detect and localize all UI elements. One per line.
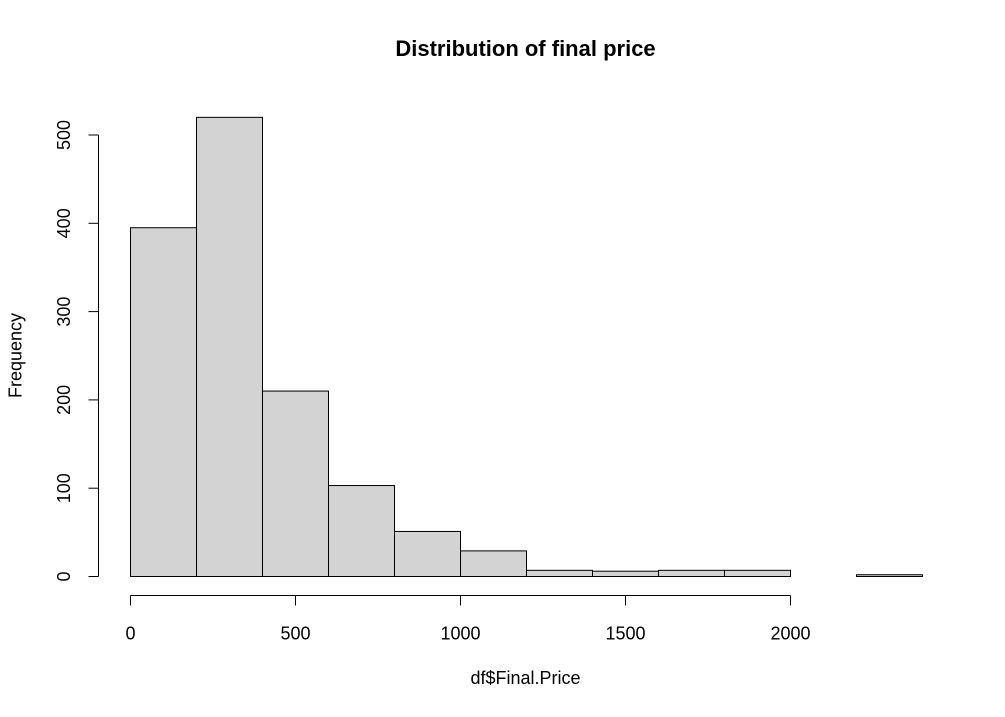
x-tick-label: 1000 [440, 624, 480, 644]
y-tick-label: 300 [54, 297, 74, 327]
x-tick-label: 1500 [605, 624, 645, 644]
histogram-bar [658, 569, 725, 577]
y-tick-label: 500 [54, 120, 74, 150]
histogram-bar [394, 530, 461, 577]
y-tick-label: 400 [54, 208, 74, 238]
chart-title: Distribution of final price [395, 36, 656, 61]
y-tick-label: 200 [54, 385, 74, 415]
histogram-bar [460, 550, 527, 578]
x-axis-label: df$Final.Price [470, 668, 581, 688]
x-axis: 0 500 1000 1500 2000 [125, 595, 811, 644]
histogram-bar [856, 574, 923, 578]
histogram-bar [130, 227, 197, 577]
y-tick-label: 0 [54, 571, 74, 581]
histogram-bar [592, 570, 659, 578]
x-tick-label: 0 [125, 624, 135, 644]
x-tick-label: 2000 [770, 624, 810, 644]
x-tick-label: 500 [280, 624, 310, 644]
bars-group [130, 116, 923, 578]
histogram-bar [526, 569, 593, 577]
y-tick-label: 100 [54, 473, 74, 503]
histogram-bar [724, 569, 791, 577]
histogram-bar [262, 390, 329, 577]
histogram-bar [328, 485, 395, 577]
histogram-bar [196, 116, 263, 577]
y-axis: 0 100 200 300 400 500 [54, 120, 99, 582]
